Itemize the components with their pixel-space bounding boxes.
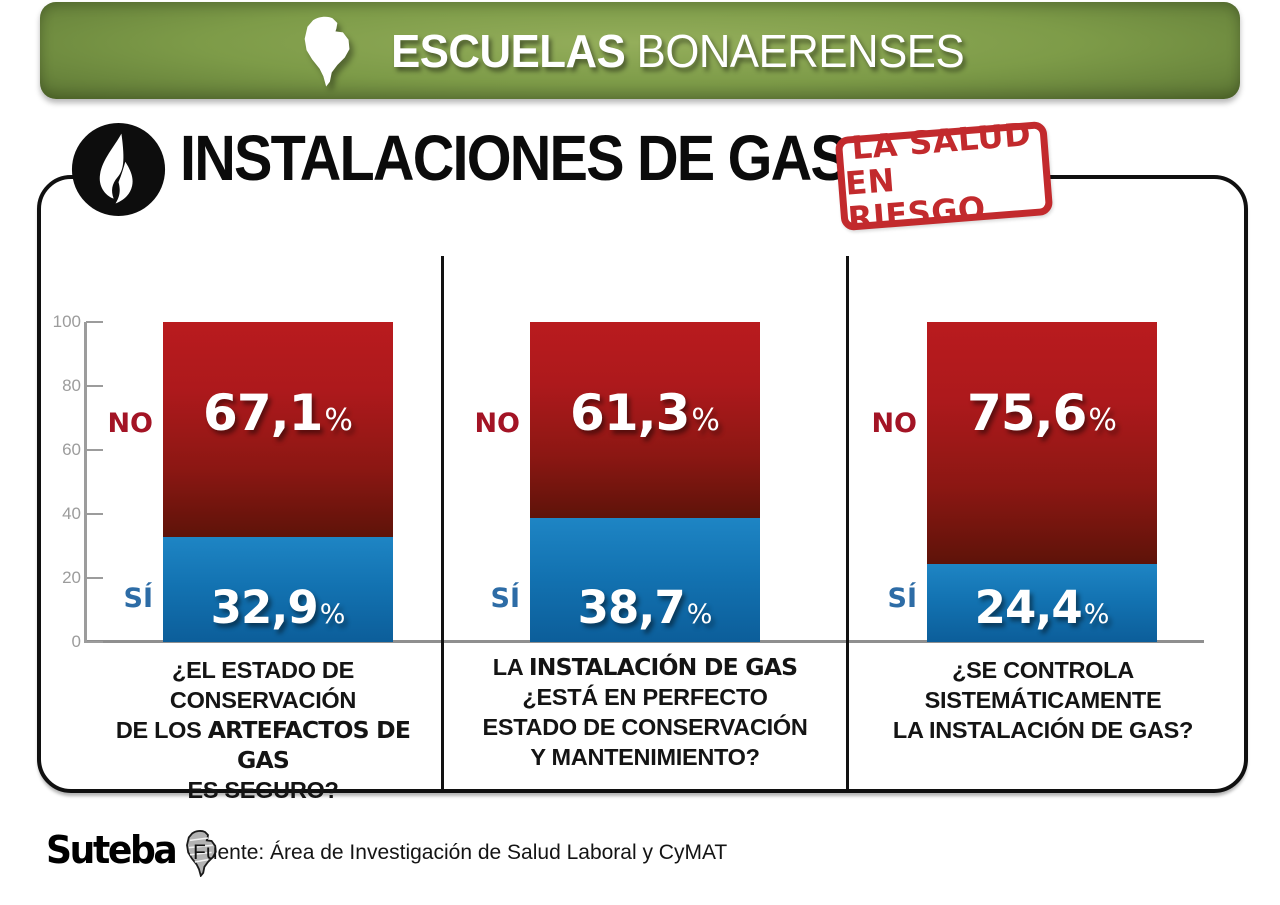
y-tick-mark [86, 576, 103, 580]
percent-sign: % [691, 403, 720, 438]
question-text: ¿EL ESTADO DE CONSERVACIÓN [169, 657, 357, 713]
y-tick: 60 [40, 440, 103, 459]
series-label-no: NO [871, 408, 917, 439]
y-tick-mark [86, 512, 103, 516]
y-tick-label: 60 [62, 440, 81, 459]
y-tick-label: 20 [62, 568, 81, 587]
series-label-no: NO [474, 408, 520, 439]
question-text: ESTADO DE CONSERVACIÓN [482, 714, 808, 740]
value-si: 24,4 [974, 581, 1083, 634]
series-label-no: NO [107, 408, 153, 439]
y-tick: 80 [40, 376, 103, 395]
bar-artefactos: 67,1% 32,9% [163, 322, 393, 642]
question-line: ESTADO DE CONSERVACIÓN [450, 712, 840, 742]
question-text: LA [492, 654, 529, 680]
bar-segment-si [927, 563, 1157, 642]
suteba-logo: Suteba [46, 827, 220, 877]
question-text: ¿ESTÁ EN PERFECTO [522, 684, 768, 710]
y-tick: 100 [40, 312, 103, 331]
series-label-si: SÍ [887, 583, 918, 614]
banner-title-light: BONAERENSES [637, 24, 965, 77]
question-text-heavy: INSTALACIÓN DE GAS [528, 653, 798, 681]
suteba-logo-text: Suteba [46, 828, 178, 872]
y-tick-mark [86, 640, 103, 644]
y-axis: 0 20 40 60 80 100 [40, 312, 103, 651]
question-text: LA INSTALACIÓN DE GAS? [892, 717, 1194, 743]
percent-sign: % [686, 599, 713, 630]
value-si: 32,9 [210, 581, 319, 634]
bar-segment-si [530, 518, 760, 642]
salud-en-riesgo-stamp: LA SALUD EN RIESGO [834, 115, 1054, 237]
suteba-map-icon [186, 830, 217, 877]
percent-sign: % [1088, 403, 1117, 438]
question-text: DE LOS [115, 717, 208, 743]
bar-control: 75,6% 24,4% [927, 322, 1157, 642]
question-text: SISTEMÁTICAMENTE [924, 687, 1162, 713]
buenos-aires-province-icon [305, 16, 350, 86]
bar-instalacion: 61,3% 38,7% [530, 322, 760, 642]
y-tick-label: 40 [62, 504, 81, 523]
column-divider-2 [846, 256, 849, 789]
question-text: ¿SE CONTROLA [952, 657, 1134, 683]
question-line: ¿SE CONTROLA [858, 655, 1228, 685]
y-tick-label: 0 [71, 632, 81, 651]
y-tick-label: 100 [52, 312, 81, 331]
y-tick: 40 [40, 504, 103, 523]
y-tick-mark [86, 384, 103, 388]
y-tick: 20 [40, 568, 103, 587]
question-instalacion: LA INSTALACIÓN DE GAS ¿ESTÁ EN PERFECTO … [450, 652, 840, 772]
page-title: INSTALACIONES DE GAS [180, 122, 849, 194]
value-label-si: 24,4% [927, 581, 1157, 634]
banner-title-bold: ESCUELAS [391, 24, 626, 77]
header-banner: ESCUELAS BONAERENSES [40, 2, 1240, 99]
question-line: ¿ESTÁ EN PERFECTO [450, 682, 840, 712]
series-label-si: SÍ [123, 583, 154, 614]
title-band-mask [162, 168, 838, 185]
value-label-no: 67,1% [163, 384, 393, 442]
value-label-si: 32,9% [163, 581, 393, 634]
question-artefactos: ¿EL ESTADO DE CONSERVACIÓN DE LOS ARTEFA… [88, 655, 438, 805]
percent-sign: % [1083, 599, 1110, 630]
question-text: ES SEGURO? [187, 777, 339, 803]
question-line: Y MANTENIMIENTO? [450, 742, 840, 772]
value-no: 61,3 [570, 384, 690, 442]
question-text-heavy: ARTEFACTOS DE GAS [207, 716, 411, 774]
bar-segment-si [163, 536, 393, 642]
bar-segment-no [927, 322, 1157, 564]
value-no: 67,1 [203, 384, 323, 442]
question-line: ¿EL ESTADO DE CONSERVACIÓN [88, 655, 438, 715]
y-tick-mark [86, 448, 103, 452]
bar-segment-no [530, 322, 760, 519]
source-caption: Fuente: Área de Investigación de Salud L… [193, 841, 728, 864]
question-line: LA INSTALACIÓN DE GAS? [858, 715, 1228, 745]
series-label-si: SÍ [490, 583, 521, 614]
value-no: 75,6 [967, 384, 1087, 442]
value-label-si: 38,7% [530, 581, 760, 634]
question-line: SISTEMÁTICAMENTE [858, 685, 1228, 715]
value-si: 38,7 [577, 581, 686, 634]
y-axis-line [84, 322, 87, 643]
value-label-no: 75,6% [927, 384, 1157, 442]
question-line: ES SEGURO? [88, 775, 438, 805]
y-tick-mark [86, 320, 103, 324]
y-tick: 0 [40, 632, 103, 651]
question-line: DE LOS ARTEFACTOS DE GAS [88, 715, 438, 775]
question-line: LA INSTALACIÓN DE GAS [450, 652, 840, 682]
gas-flame-icon [71, 122, 166, 217]
banner-title: ESCUELAS BONAERENSES [391, 24, 965, 78]
bar-segment-no [163, 322, 393, 537]
y-tick-label: 80 [62, 376, 81, 395]
column-divider-1 [441, 256, 444, 789]
percent-sign: % [319, 599, 346, 630]
question-control: ¿SE CONTROLA SISTEMÁTICAMENTE LA INSTALA… [858, 655, 1228, 745]
percent-sign: % [324, 403, 353, 438]
value-label-no: 61,3% [530, 384, 760, 442]
question-text: Y MANTENIMIENTO? [530, 744, 760, 770]
